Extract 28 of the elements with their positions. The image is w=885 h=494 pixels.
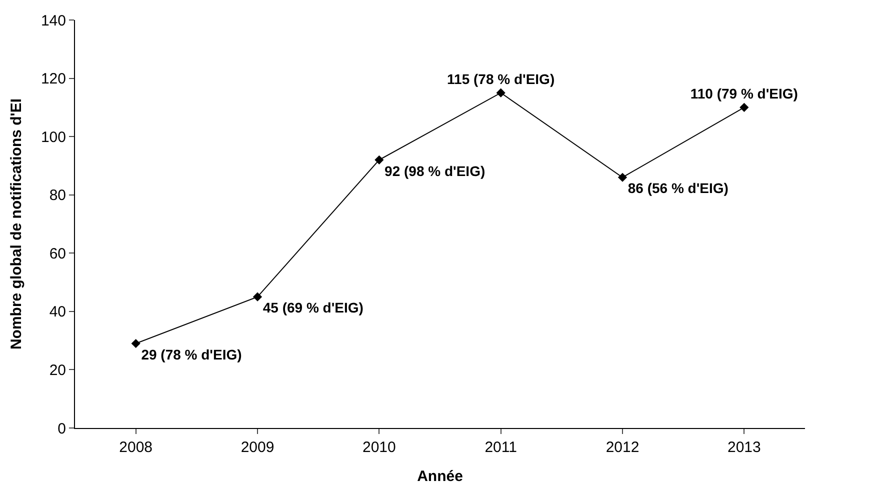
- data-label: 110 (79 % d'EIG): [690, 86, 798, 102]
- point: [740, 102, 749, 112]
- y-axis-title: Nombre global de notifications d'EI: [8, 98, 26, 350]
- data-label: 86 (56 % d'EIG): [628, 180, 728, 196]
- x-axis-title: Année: [417, 468, 463, 485]
- y-tick-label: 100: [40, 128, 66, 146]
- point: [496, 88, 506, 98]
- y-tick-label: 140: [40, 12, 66, 30]
- point: [131, 338, 140, 348]
- y-tick-label: 80: [49, 187, 66, 204]
- data-label: 29 (78 % d'EIG): [141, 346, 242, 362]
- x-tick-label: 2013: [727, 439, 761, 456]
- point: [252, 292, 262, 302]
- x-tick-label: 2008: [119, 439, 153, 456]
- data-label: 92 (98 % d'EIG): [384, 162, 486, 179]
- y-tick-label: 120: [40, 70, 66, 88]
- y-tick-label: 40: [49, 304, 66, 321]
- x-tick-label: 2011: [484, 439, 517, 456]
- point: [374, 155, 384, 164]
- x-tick-label: 2012: [606, 439, 640, 456]
- point: [618, 172, 628, 182]
- data-label: 45 (69 % d'EIG): [262, 300, 364, 316]
- y-tick-label: 20: [49, 362, 66, 379]
- x-tick-label: 2009: [240, 439, 274, 456]
- y-tick-label: 0: [58, 420, 66, 438]
- y-tick-label: 60: [49, 245, 66, 262]
- data-label: 115 (78 % d'EIG): [447, 70, 555, 87]
- x-tick-label: 2010: [362, 439, 396, 456]
